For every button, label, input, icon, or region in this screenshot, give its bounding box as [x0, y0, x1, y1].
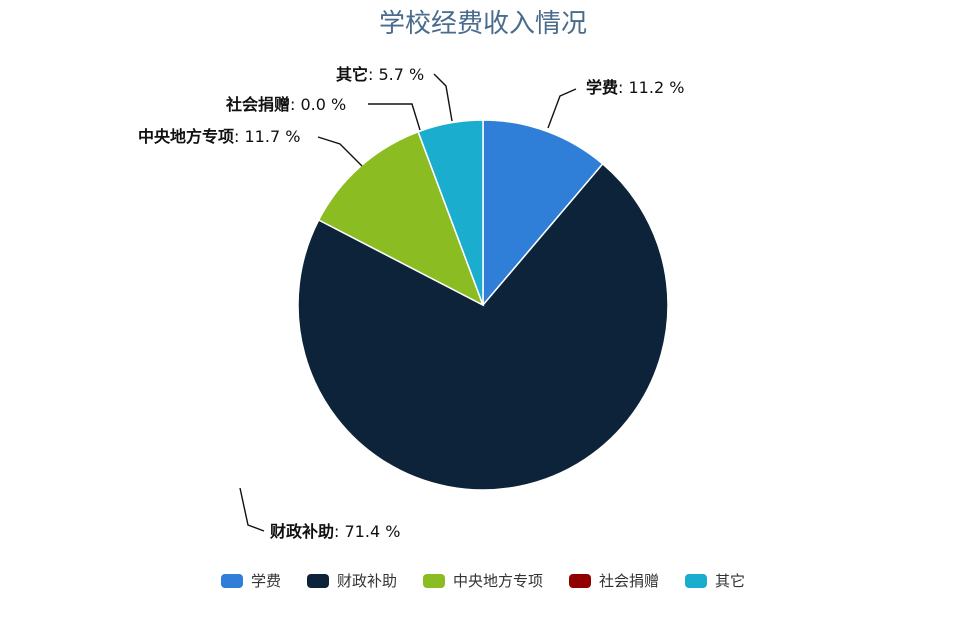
legend-swatch-3[interactable]: [569, 574, 591, 588]
pie-slice-2[interactable]: [317, 130, 485, 307]
chart-title: 学校经费收入情况: [379, 9, 587, 39]
leader-line-1: [239, 487, 265, 532]
legend: 学费 财政补助 中央地方专项 社会捐赠 其它: [221, 572, 745, 590]
leader-line-4: [433, 73, 453, 122]
leader-line-3: [368, 103, 421, 131]
data-label-0: 学费: 11.2 %: [586, 78, 684, 97]
leader-line-0: [547, 88, 577, 129]
pie-slice-0[interactable]: [482, 119, 604, 308]
legend-label-2[interactable]: 中央地方专项: [453, 572, 543, 590]
data-label-1: 财政补助: 71.4 %: [269, 522, 400, 541]
pie-slice-4[interactable]: [417, 119, 484, 306]
pie-slices: [297, 119, 669, 491]
legend-label-3[interactable]: 社会捐赠: [599, 572, 659, 590]
leader-line-2: [317, 136, 363, 167]
legend-swatch-4[interactable]: [685, 574, 707, 588]
legend-swatch-1[interactable]: [307, 574, 329, 588]
legend-swatch-2[interactable]: [423, 574, 445, 588]
legend-label-0[interactable]: 学费: [251, 572, 281, 590]
legend-label-1[interactable]: 财政补助: [337, 572, 397, 590]
legend-swatch-0[interactable]: [221, 574, 243, 588]
pie-data-labels: 学费: 11.2 % 财政补助: 71.4 % 中央地方专项: 11.7 % 社会捐赠…: [138, 65, 684, 541]
legend-label-4[interactable]: 其它: [715, 572, 745, 590]
data-label-3: 社会捐赠: 0.0 %: [225, 95, 346, 114]
pie-slice-1[interactable]: [297, 162, 669, 491]
data-label-4: 其它: 5.7 %: [336, 65, 424, 84]
data-label-2: 中央地方专项: 11.7 %: [138, 127, 300, 146]
